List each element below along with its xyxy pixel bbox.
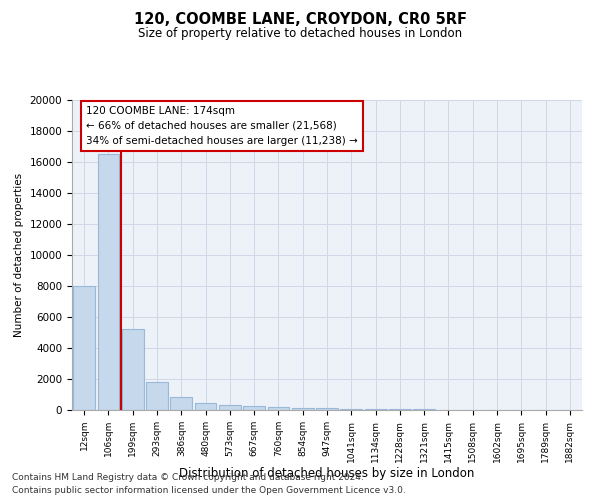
Bar xyxy=(268,407,289,410)
Bar xyxy=(340,409,362,410)
Y-axis label: Number of detached properties: Number of detached properties xyxy=(14,173,24,337)
Bar xyxy=(97,154,119,410)
Bar xyxy=(316,408,338,410)
Bar xyxy=(170,396,192,410)
Text: Contains public sector information licensed under the Open Government Licence v3: Contains public sector information licen… xyxy=(12,486,406,495)
Bar xyxy=(219,404,241,410)
Bar xyxy=(73,286,95,410)
X-axis label: Distribution of detached houses by size in London: Distribution of detached houses by size … xyxy=(179,468,475,480)
Bar xyxy=(194,402,217,410)
Text: Contains HM Land Registry data © Crown copyright and database right 2024.: Contains HM Land Registry data © Crown c… xyxy=(12,474,364,482)
Text: Size of property relative to detached houses in London: Size of property relative to detached ho… xyxy=(138,28,462,40)
Bar xyxy=(243,406,265,410)
Bar xyxy=(122,330,143,410)
Text: 120 COOMBE LANE: 174sqm
← 66% of detached houses are smaller (21,568)
34% of sem: 120 COOMBE LANE: 174sqm ← 66% of detache… xyxy=(86,106,358,146)
Bar xyxy=(146,382,168,410)
Bar xyxy=(365,409,386,410)
Text: 120, COOMBE LANE, CROYDON, CR0 5RF: 120, COOMBE LANE, CROYDON, CR0 5RF xyxy=(133,12,467,28)
Bar xyxy=(292,408,314,410)
